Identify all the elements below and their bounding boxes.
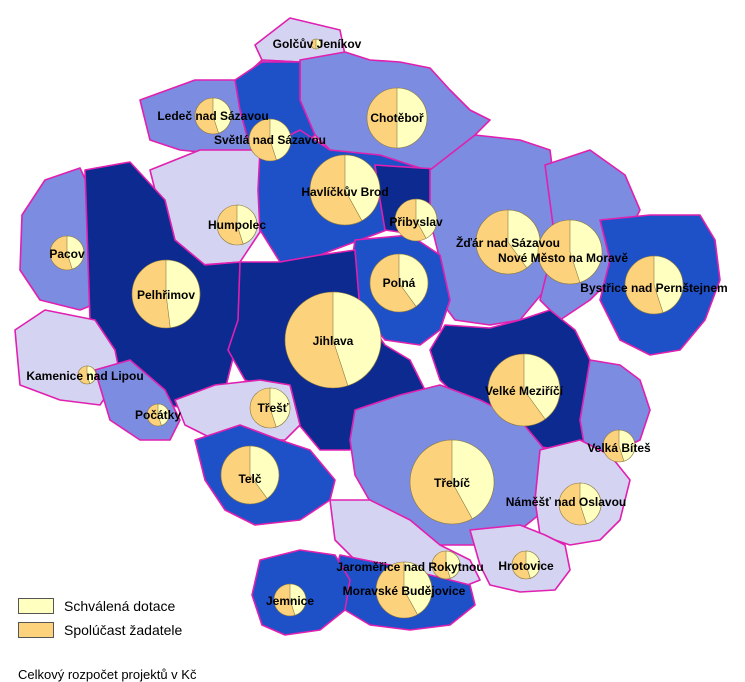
pie-velka-bites (602, 429, 636, 463)
pie-slice-approved (507, 209, 541, 269)
pie-pacov (49, 235, 85, 271)
pie-slice-approved (523, 353, 561, 420)
town-label-bystrice-nad-pernstejnem: Bystřice nad Pernštejnem (580, 281, 727, 295)
pie-pelhrimov (131, 259, 201, 329)
pie-slice-approved (618, 429, 636, 462)
town-label-pacov: Pacov (49, 247, 85, 261)
pie-jemnice (273, 583, 307, 617)
pie-slice-approved (289, 583, 307, 616)
legend-item-approved: Schválená dotace (18, 594, 182, 618)
town-label-jaromerice-nad-rokytnou: Jaroměřice nad Rokytnou (336, 560, 483, 574)
pie-jihlava (284, 291, 382, 389)
pie-pocatky (146, 403, 170, 427)
town-label-moravske-budejovice: Moravské Budějovice (343, 584, 466, 598)
pie-slice-approved (269, 118, 292, 161)
town-label-chotebor: Chotěboř (370, 111, 424, 125)
pie-slice-approved (653, 255, 684, 313)
pie-slice-approved (396, 87, 428, 149)
legend-swatch-share (18, 622, 54, 638)
legend-label-approved: Schválená dotace (64, 598, 176, 614)
town-label-ledec-nad-sazavou: Ledeč nad Sázavou (157, 109, 268, 123)
pie-slice-approved (344, 154, 381, 222)
pie-slice-approved (525, 550, 541, 579)
legend-swatch-approved (18, 598, 54, 614)
town-label-velka-bites: Velká Bíteš (587, 441, 651, 455)
town-label-namest-nad-oslavou: Náměšť nad Oslavou (506, 495, 626, 509)
town-label-jemnice: Jemnice (266, 594, 314, 608)
pie-prybyslav (394, 198, 438, 242)
town-label-nove-mesto-na-morave: Nové Město na Moravě (498, 251, 628, 265)
pie-hrotovice (511, 550, 541, 580)
pie-ledec-nad-sazavou (194, 97, 232, 135)
pie-kamenice-nad-lipou (77, 365, 97, 385)
pie-havlickuv-brod (309, 154, 381, 226)
pie-slice-approved (415, 198, 438, 239)
town-label-svetla-nad-sazavou: Světlá nad Sázavou (214, 133, 326, 147)
town-label-havlickuv-brod: Havlíčkův Brod (301, 185, 388, 199)
pie-slice-approved (86, 365, 97, 384)
town-label-pocatky: Počátky (135, 408, 181, 422)
town-label-zdar-nad-sazavou: Žďár nad Sázavou (456, 235, 560, 250)
pie-golcuv-jenikov (310, 38, 322, 50)
town-labels: Golčův Jeníkov Ledeč nad Sázavou Světlá na… (26, 37, 727, 608)
pie-slice-approved (445, 550, 461, 579)
pie-slice-approved (398, 253, 429, 307)
town-label-humpolec: Humpolec (208, 218, 266, 232)
town-label-trest: Třešť (257, 401, 288, 415)
pie-slice-approved (157, 403, 170, 426)
pie-trebic (409, 439, 495, 525)
pie-chotebor (366, 87, 428, 149)
legend-label-share: Spolúčast žadatele (64, 622, 183, 638)
pie-charts (49, 38, 684, 619)
pie-slice-approved (165, 259, 201, 329)
town-label-pelhrimov: Pelhřimov (137, 288, 195, 302)
velka-bites-area (579, 359, 651, 456)
pie-zdar-nad-sazavou (475, 209, 541, 275)
town-label-telc: Telč (238, 472, 261, 486)
pie-slice-approved (212, 97, 232, 134)
pie-slice-approved (236, 204, 258, 245)
town-label-velke-mezirici: Velké Meziříčí (485, 384, 564, 398)
pie-telc (220, 445, 280, 505)
town-label-polna: Polná (383, 276, 416, 290)
pie-jaromerice-nad-rokytnou (431, 550, 461, 580)
pie-slice-approved (269, 387, 291, 428)
pie-slice-approved (451, 439, 495, 520)
pie-slice-approved (569, 219, 603, 283)
legend-item-share: Spolúčast žadatele (18, 618, 182, 642)
pie-svetla-nad-sazavou (248, 118, 292, 162)
town-label-jihlava: Jihlava (313, 334, 354, 348)
town-label-prybyslav: Přibyslav (389, 215, 443, 229)
pie-namest-nad-oslavou (558, 482, 602, 526)
pie-slice-approved (249, 445, 280, 499)
pie-slice-approved (403, 561, 433, 615)
pie-velke-mezirici (487, 353, 561, 427)
pie-moravske-budejovice (375, 561, 433, 619)
town-label-kamenice-nad-lipou: Kamenice nad Lipou (26, 369, 143, 383)
pie-slice-approved (315, 38, 322, 50)
town-label-hrotovice: Hrotovice (498, 559, 554, 573)
pie-slice-approved (332, 291, 382, 387)
legend: Schválená dotace Spolúčast žadatele (18, 594, 182, 642)
town-label-golcuv-jenikov: Golčův Jeníkov (273, 37, 362, 51)
budget-caption: Celkový rozpočet projektů v Kč (18, 667, 197, 682)
pie-humpolec (216, 204, 258, 246)
pie-bystrice-nad-pernstejnem (624, 255, 684, 315)
pie-nove-mesto-na-morave (537, 219, 603, 285)
town-label-trebic: Třebíč (434, 476, 470, 490)
pie-slice-approved (66, 235, 85, 270)
pie-trest (249, 387, 291, 429)
pie-polna (369, 253, 429, 313)
pie-slice-approved (579, 482, 602, 525)
